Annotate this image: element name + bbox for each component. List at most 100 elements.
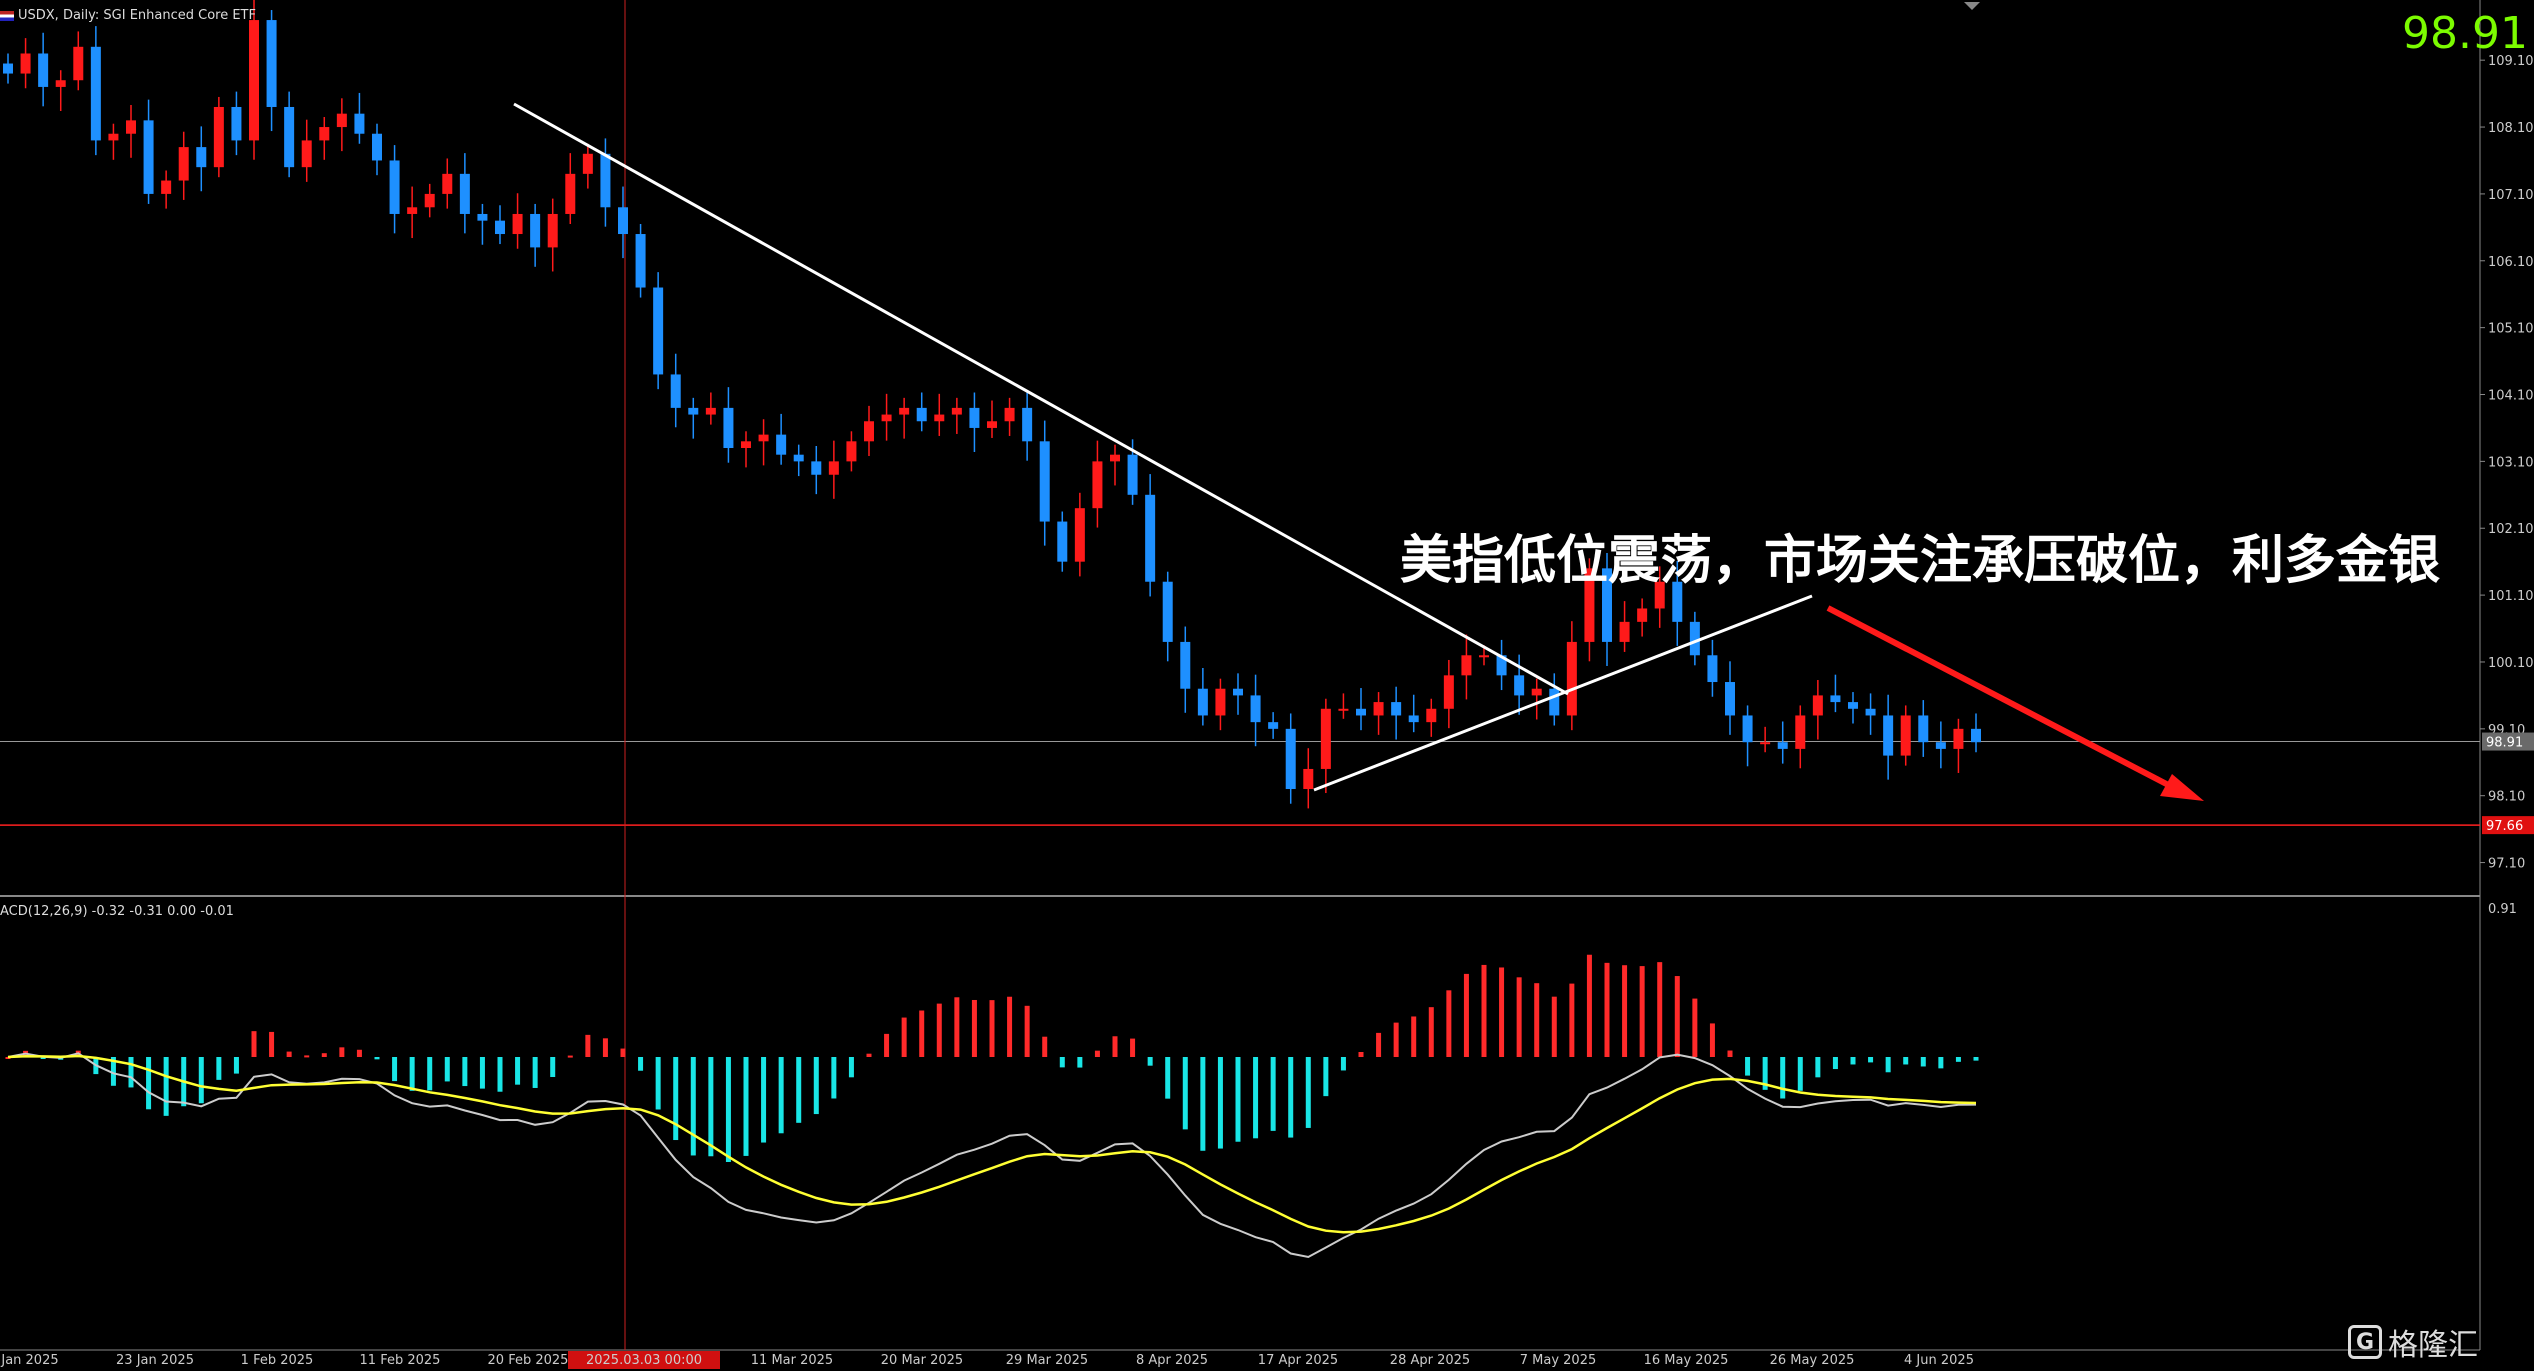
- macd-bar: [1270, 1057, 1276, 1131]
- macd-bar: [427, 1057, 433, 1091]
- macd-bar: [1446, 990, 1452, 1057]
- macd-bar: [479, 1057, 485, 1089]
- macd-bar: [1692, 998, 1698, 1057]
- macd-bar: [989, 1000, 995, 1057]
- macd-bar: [796, 1057, 802, 1123]
- macd-bar: [620, 1048, 626, 1057]
- date-label: Jan 2025: [0, 1353, 58, 1368]
- candle: [670, 374, 681, 408]
- macd-bar: [1130, 1038, 1136, 1057]
- macd-bar: [778, 1057, 784, 1134]
- candle: [196, 147, 207, 168]
- macd-bar: [1358, 1051, 1364, 1057]
- macd-bar: [1920, 1057, 1926, 1067]
- macd-bar: [5, 1057, 11, 1059]
- date-label: 23 Jan 2025: [116, 1353, 194, 1368]
- candle: [1426, 708, 1437, 723]
- candle: [1883, 715, 1894, 756]
- candle: [73, 46, 84, 81]
- signal-line: [7, 1054, 1977, 1234]
- candle: [1408, 715, 1419, 723]
- macd-bar: [673, 1057, 679, 1141]
- candle: [1303, 768, 1314, 790]
- macd-bar: [304, 1055, 310, 1058]
- candle: [266, 20, 277, 107]
- candle: [811, 461, 822, 475]
- macd-bar: [1305, 1057, 1311, 1128]
- macd-bar: [1499, 967, 1505, 1057]
- candle: [108, 133, 119, 141]
- candle: [969, 407, 980, 428]
- candle: [284, 106, 295, 168]
- macd-bar: [901, 1017, 907, 1057]
- candle: [1180, 641, 1191, 689]
- candle: [161, 180, 172, 194]
- macd-bar: [919, 1010, 925, 1057]
- support-trend-line: [1313, 594, 1813, 792]
- grid-lines: [0, 0, 2481, 1351]
- candle: [512, 213, 523, 235]
- candle: [934, 414, 945, 422]
- candle: [987, 421, 997, 428]
- candle: [1004, 407, 1015, 422]
- macd-bar: [1481, 964, 1487, 1057]
- candle: [916, 407, 927, 422]
- candle: [1338, 708, 1349, 711]
- date-label: 26 May 2025: [1770, 1353, 1855, 1368]
- macd-bar: [216, 1057, 222, 1080]
- candle: [565, 173, 576, 214]
- macd-bar: [1463, 973, 1469, 1057]
- candle: [635, 234, 646, 288]
- candle: [1356, 708, 1366, 716]
- macd-bar: [1217, 1057, 1223, 1149]
- macd-bar: [761, 1057, 767, 1143]
- candle: [442, 173, 453, 194]
- price-tick-label: 101.10: [2488, 589, 2534, 604]
- candle: [741, 441, 751, 448]
- macd-bar: [1007, 996, 1013, 1057]
- watermark-logo: G 格隆汇: [2348, 1320, 2478, 1364]
- macd-bar: [1938, 1057, 1944, 1069]
- candle: [1514, 675, 1525, 696]
- macd-bar: [163, 1057, 169, 1116]
- candle: [477, 213, 488, 221]
- candle: [1039, 441, 1050, 522]
- candle: [38, 53, 49, 87]
- crosshair-date-tag: [568, 1351, 720, 1369]
- date-label: 17 Apr 2025: [1258, 1353, 1338, 1368]
- macd-bar: [1762, 1057, 1768, 1090]
- price-tick-label: 102.10: [2488, 522, 2534, 537]
- macd-bar: [1534, 983, 1540, 1057]
- macd-label: ACD(12,26,9) -0.32 -0.31 0.00 -0.01: [0, 904, 234, 919]
- candle: [1760, 742, 1771, 745]
- macd-bar: [1973, 1057, 1979, 1061]
- macd-histogram: [5, 954, 1979, 1162]
- macd-bar: [602, 1038, 608, 1057]
- candle: [424, 193, 435, 208]
- macd-bar: [1885, 1057, 1891, 1073]
- candle: [319, 127, 330, 141]
- macd-bar: [1657, 962, 1663, 1057]
- chart-header: USDX, Daily: SGI Enhanced Core ETF: [0, 8, 256, 23]
- macd-bar: [1094, 1050, 1100, 1057]
- candle: [1233, 688, 1243, 696]
- macd-bar: [1288, 1057, 1294, 1138]
- scroll-marker-icon: [1964, 2, 1980, 10]
- macd-bar: [515, 1057, 521, 1085]
- macd-bar: [1182, 1057, 1188, 1130]
- price-tick-label: 97.10: [2488, 857, 2525, 872]
- candle: [600, 153, 611, 208]
- macd-bar: [1253, 1057, 1259, 1139]
- macd-bar: [1780, 1057, 1786, 1099]
- candle: [1443, 675, 1454, 709]
- drawings: [513, 102, 2204, 801]
- macd-bar: [1200, 1057, 1206, 1151]
- macd-bar: [1428, 1007, 1434, 1057]
- candle: [688, 407, 699, 415]
- macd-bar: [971, 999, 977, 1057]
- candle: [1812, 695, 1823, 716]
- candle: [1127, 454, 1138, 495]
- macd-bar: [866, 1053, 872, 1057]
- macd-axis-label: 0.91: [2488, 902, 2517, 917]
- downtrend-line: [513, 102, 1569, 696]
